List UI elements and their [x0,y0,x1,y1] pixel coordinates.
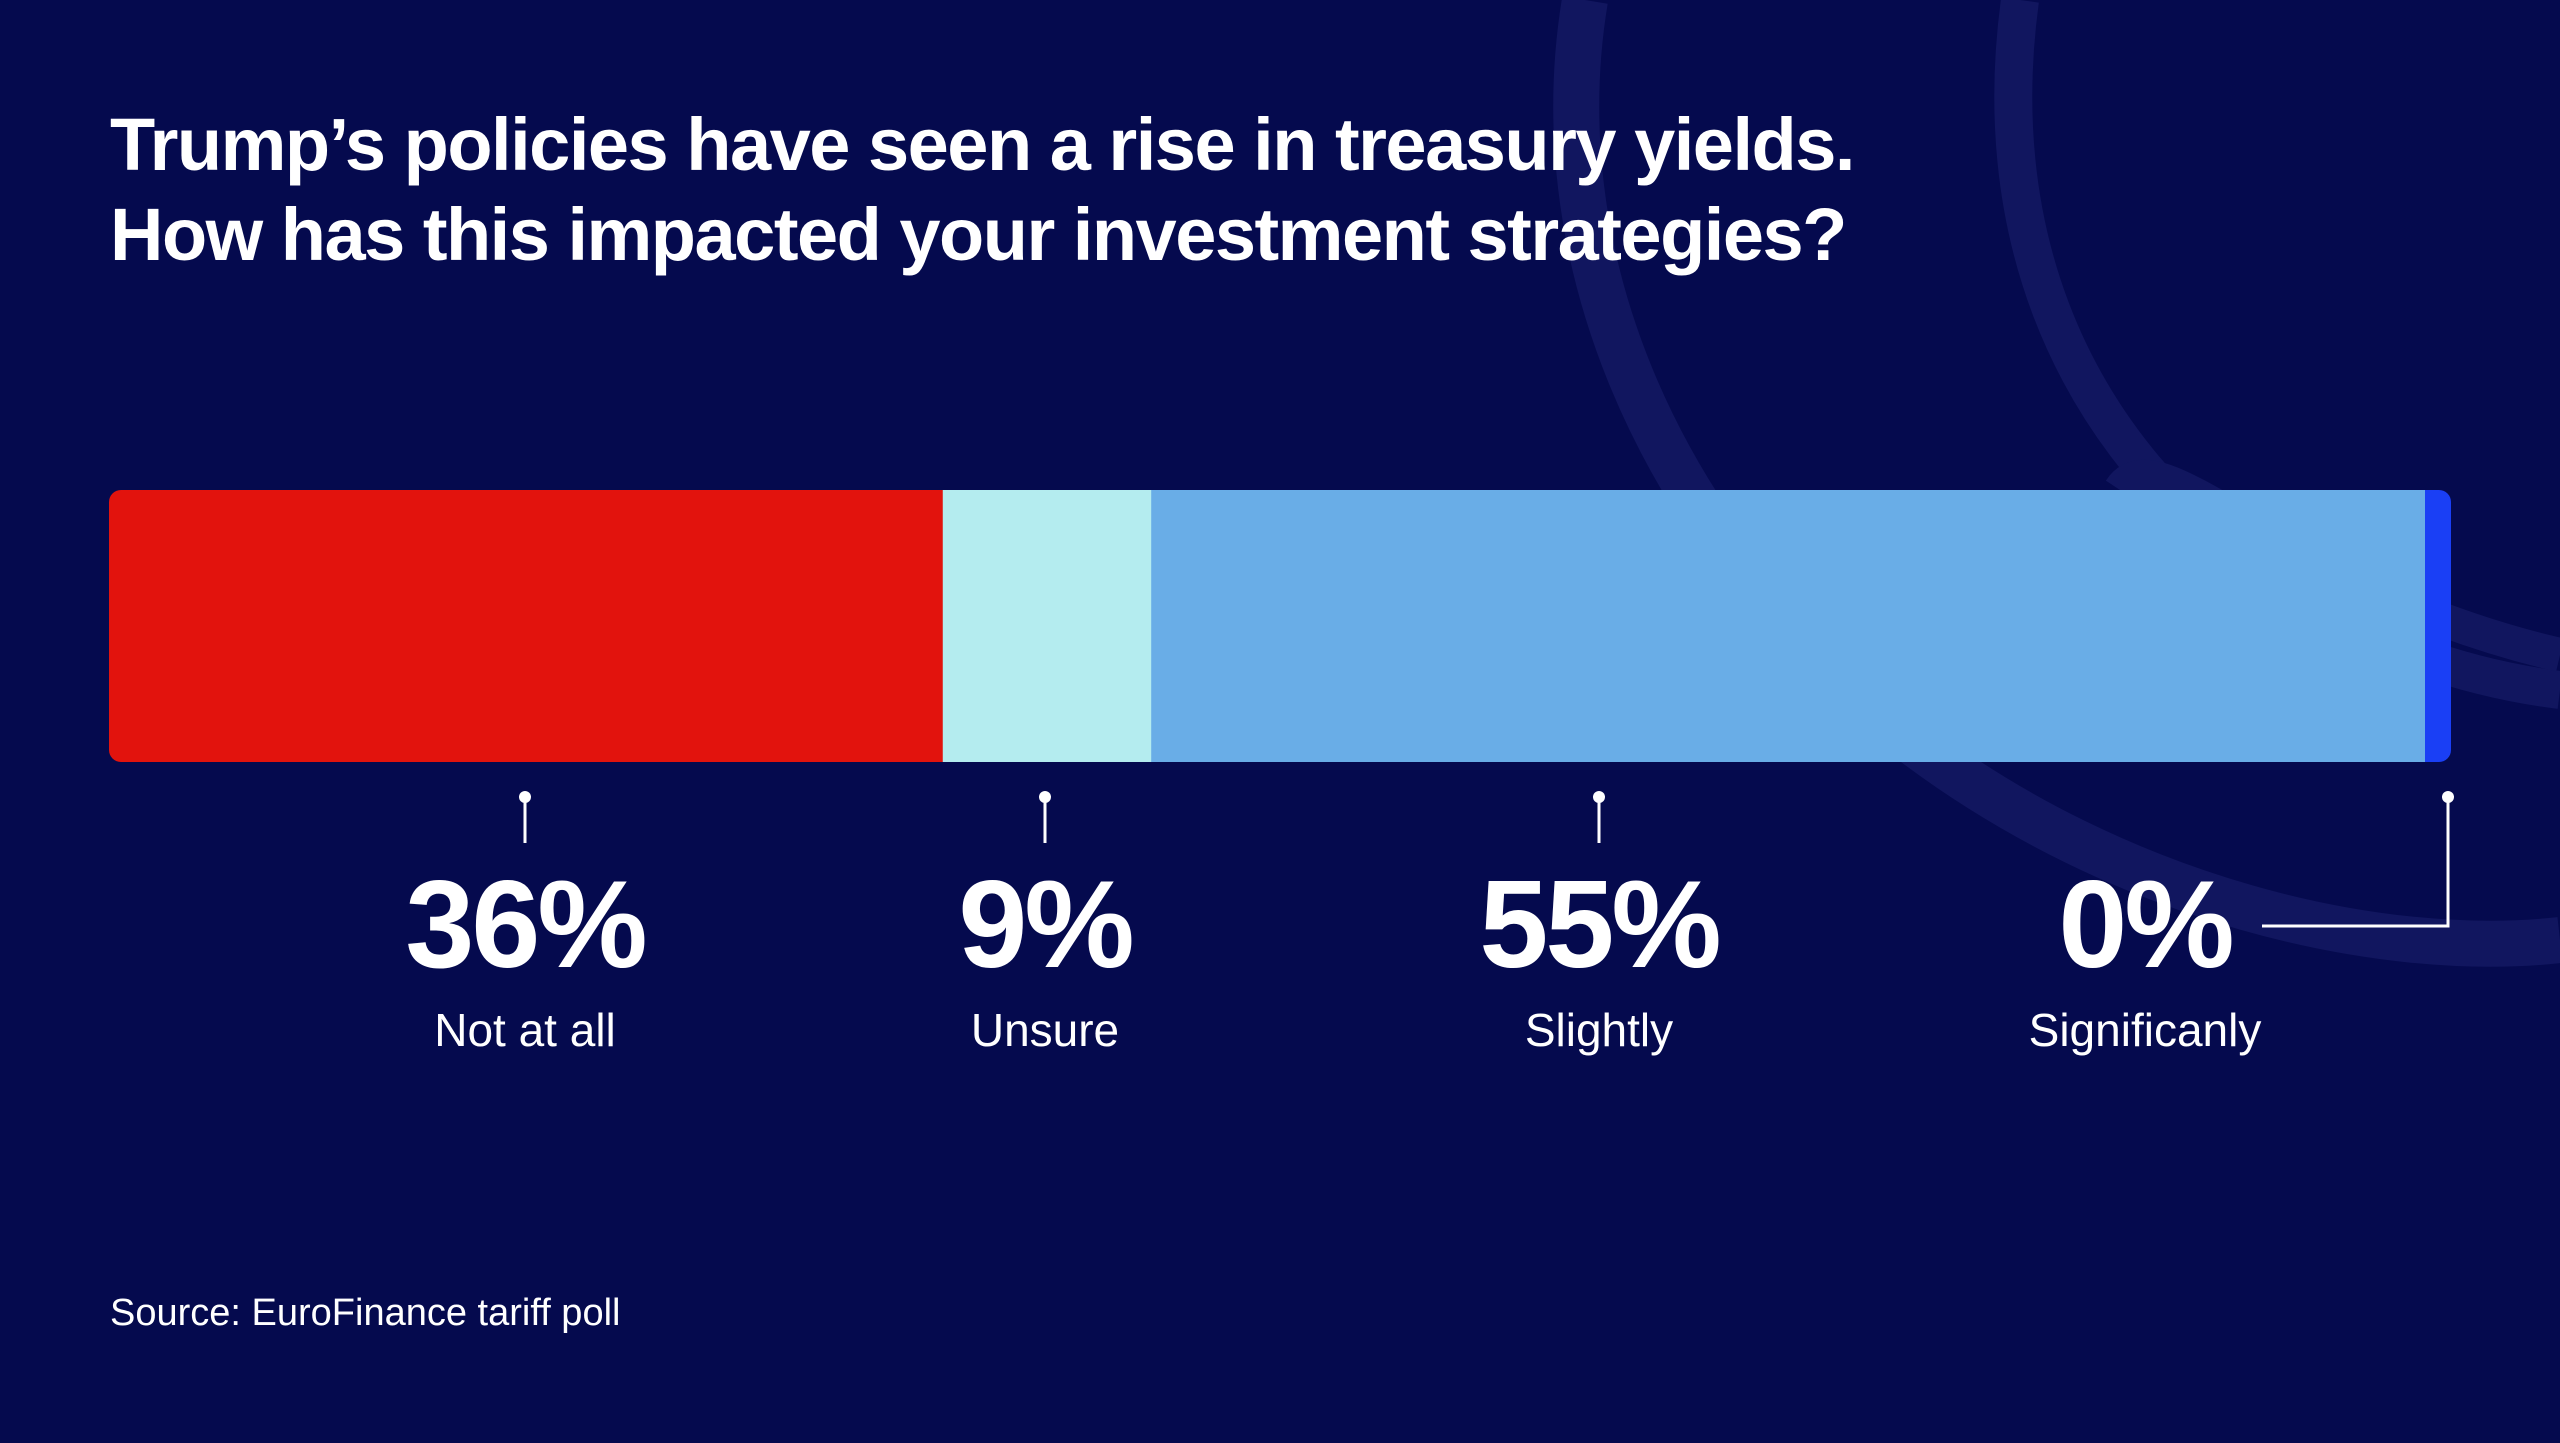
chart-title: Trump’s policies have seen a rise in tre… [110,100,1855,280]
value-label-4: 0% [2058,856,2231,994]
leader-dot-4 [2442,791,2454,803]
source-note: Source: EuroFinance tariff poll [110,1292,621,1334]
leader-dot-3 [1593,791,1605,803]
category-label-2: Unsure [971,1004,1119,1056]
value-label-3: 55% [1479,856,1718,994]
leader-line-4 [2262,797,2450,928]
category-label-4: Significanly [2029,1004,2262,1056]
title-line-1: Trump’s policies have seen a rise in tre… [110,103,1855,186]
leader-dot-1 [519,791,531,803]
leader-dot-2 [1039,791,1051,803]
value-label-1: 36% [405,856,644,994]
category-label-3: Slightly [1525,1004,1673,1056]
category-label-1: Not at all [434,1004,616,1056]
bar-segment-4 [2425,490,2451,762]
bar-segment-3 [1151,490,2426,762]
value-label-2: 9% [958,856,1131,994]
title-line-2: How has this impacted your investment st… [110,193,1847,276]
bar-segment-2 [942,490,1152,762]
bar-segment-1 [109,490,944,762]
